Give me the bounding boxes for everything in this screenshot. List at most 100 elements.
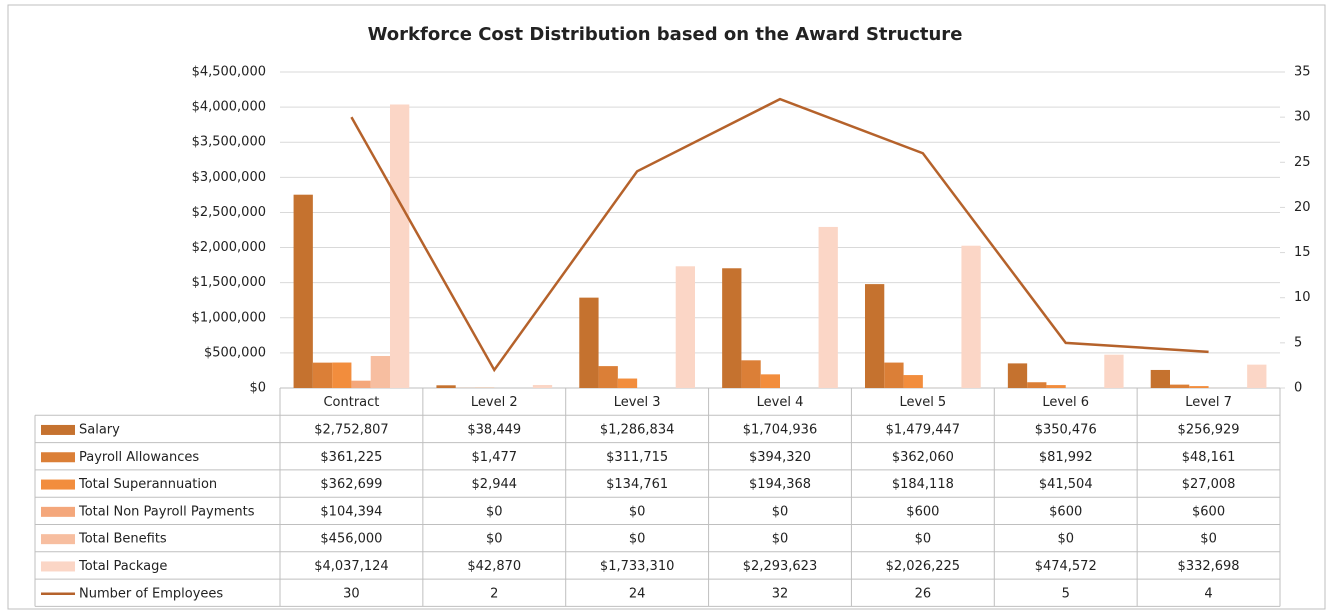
table-cell: $41,504: [1039, 477, 1093, 492]
table-cell: $134,761: [606, 477, 668, 492]
bar: [884, 362, 904, 388]
y-tick-label: $2,000,000: [192, 240, 266, 255]
legend-label: Total Superannuation: [78, 477, 217, 492]
line: [350, 97, 1209, 373]
legend-swatch: [41, 506, 75, 517]
table-cell: 30: [343, 586, 360, 601]
bar: [760, 374, 780, 388]
table-cell: $2,026,225: [886, 559, 960, 574]
legend-label: Number of Employees: [79, 586, 223, 601]
y-tick-label: $0: [249, 381, 266, 396]
table-cell: $361,225: [320, 450, 382, 465]
table-cell: $2,944: [472, 477, 518, 492]
bar: [332, 362, 352, 388]
bar: [312, 362, 333, 388]
legend-swatch: [41, 561, 75, 572]
y-tick-label: $3,000,000: [192, 170, 266, 185]
y2-tick-label: 5: [1294, 335, 1302, 350]
bar: [598, 366, 618, 388]
bar: [351, 380, 371, 388]
y-tick-label: $1,500,000: [192, 275, 266, 290]
table-cell: $4,037,124: [314, 559, 388, 574]
table-cell: $104,394: [320, 504, 382, 519]
table-cell: $362,699: [320, 477, 382, 492]
table-cell: 2: [490, 586, 498, 601]
table-cell: $362,060: [892, 450, 954, 465]
table-cell: $256,929: [1178, 422, 1240, 437]
table-cell: $1,704,936: [743, 422, 817, 437]
bar: [722, 268, 742, 388]
table-cell: $0: [915, 532, 932, 547]
table-cell: $194,368: [749, 477, 811, 492]
y-tick-label: $4,000,000: [192, 100, 266, 115]
legend-label: Salary: [79, 422, 120, 437]
category-label: Level 5: [899, 395, 946, 410]
table-cell: $1,733,310: [600, 559, 674, 574]
bar: [579, 297, 599, 388]
legend-label: Total Package: [78, 559, 167, 574]
bar: [1104, 354, 1124, 388]
bar: [532, 384, 553, 388]
bar: [1247, 364, 1267, 388]
bar: [1189, 386, 1209, 388]
y2-tick-label: 10: [1294, 290, 1311, 305]
table-cell: $0: [629, 504, 646, 519]
table-cell: $600: [1192, 504, 1225, 519]
y2-tick-label: 25: [1294, 155, 1311, 170]
y2-tick-label: 35: [1294, 65, 1311, 80]
table-cell: $0: [486, 504, 503, 519]
bar: [1170, 384, 1190, 388]
y-tick-label: $2,500,000: [192, 205, 266, 220]
bar: [818, 226, 838, 388]
bar: [293, 194, 313, 388]
bar: [436, 385, 456, 388]
table-cell: $332,698: [1178, 559, 1240, 574]
bar: [961, 245, 981, 388]
table-cell: $38,449: [467, 422, 521, 437]
table-cell: 26: [915, 586, 932, 601]
category-label: Level 2: [471, 395, 518, 410]
table-cell: $0: [1200, 532, 1217, 547]
legend-label: Total Benefits: [78, 532, 167, 547]
table-cell: $1,286,834: [600, 422, 674, 437]
y2-tick-label: 15: [1294, 245, 1311, 260]
bar: [390, 104, 410, 388]
y-tick-label: $500,000: [204, 345, 266, 360]
table-cell: $474,572: [1035, 559, 1097, 574]
table-cell: $27,008: [1182, 477, 1236, 492]
table-cell: 24: [629, 586, 646, 601]
table-cell: $350,476: [1035, 422, 1097, 437]
table-cell: $311,715: [606, 450, 668, 465]
table-cell: $600: [906, 504, 939, 519]
table-cell: $48,161: [1182, 450, 1236, 465]
y2-tick-label: 30: [1294, 110, 1311, 125]
legend-label: Total Non Payroll Payments: [78, 504, 255, 519]
bar: [617, 378, 638, 388]
table-cell: $0: [629, 532, 646, 547]
chart-title: Workforce Cost Distribution based on the…: [368, 24, 963, 45]
legend-swatch: [41, 534, 75, 545]
bar: [741, 360, 761, 388]
bar: [1007, 363, 1028, 388]
table-cell: 4: [1204, 586, 1212, 601]
table-cell: $1,479,447: [886, 422, 960, 437]
table-cell: 32: [772, 586, 789, 601]
bar: [370, 355, 390, 388]
bar: [865, 284, 885, 388]
category-label: Level 6: [1042, 395, 1089, 410]
y-tick-label: $3,500,000: [192, 135, 266, 150]
legend-label: Payroll Allowances: [79, 450, 199, 465]
legend-swatch: [41, 452, 75, 463]
category-label: Level 3: [614, 395, 661, 410]
table-cell: $1,477: [472, 450, 518, 465]
table-cell: $81,992: [1039, 450, 1093, 465]
legend-swatch: [41, 424, 75, 435]
table-cell: $394,320: [749, 450, 811, 465]
table-cell: $184,118: [892, 477, 954, 492]
table-cell: $0: [1057, 532, 1074, 547]
category-label: Level 4: [757, 395, 804, 410]
table-cell: $0: [772, 532, 789, 547]
table-cell: $42,870: [467, 559, 521, 574]
table-cell: $2,752,807: [314, 422, 388, 437]
